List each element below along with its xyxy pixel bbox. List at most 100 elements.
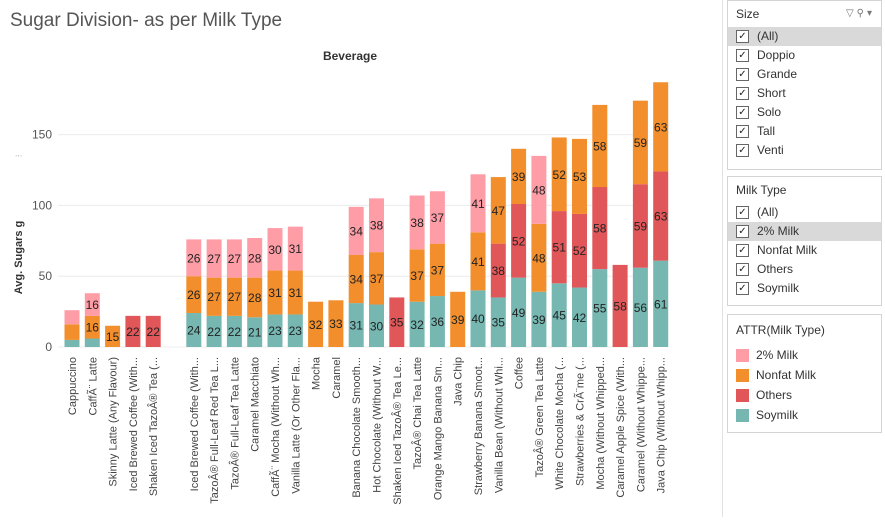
legend-item-2-percent[interactable]: 2% Milk bbox=[728, 345, 881, 365]
check-icon[interactable]: ✓ bbox=[736, 225, 749, 238]
check-icon[interactable]: ✓ bbox=[736, 30, 749, 43]
size-option-label: Short bbox=[757, 86, 786, 100]
bar-segment bbox=[84, 338, 100, 347]
data-label: 30 bbox=[268, 243, 282, 257]
legend-item-nonfat[interactable]: Nonfat Milk bbox=[728, 365, 881, 385]
size-filter-card: Size ▽⚲▾ ✓ (All) ✓ Doppio ✓ Grande ✓ Short ✓… bbox=[727, 0, 882, 170]
check-icon[interactable]: ✓ bbox=[736, 106, 749, 119]
data-label: 49 bbox=[512, 306, 526, 320]
y-axis-label: Avg. Sugars g bbox=[13, 221, 25, 295]
bar-segment bbox=[247, 317, 263, 347]
bar-segment bbox=[450, 291, 466, 347]
size-option-label: Doppio bbox=[757, 48, 796, 62]
bar-segment bbox=[125, 315, 141, 347]
bar-segment bbox=[551, 283, 567, 347]
legend-item-others[interactable]: Others bbox=[728, 385, 881, 405]
size-option-short[interactable]: ✓ Short bbox=[728, 84, 881, 103]
bar-segment bbox=[490, 177, 506, 244]
milk-option-2-percent[interactable]: ✓ 2% Milk bbox=[728, 222, 881, 241]
bar-segment bbox=[389, 297, 405, 347]
data-label: 30 bbox=[370, 319, 384, 333]
bar-segment bbox=[186, 239, 202, 277]
search-icon[interactable]: ⚲ bbox=[856, 8, 867, 19]
data-label: 34 bbox=[350, 224, 364, 238]
data-label: 24 bbox=[187, 324, 201, 338]
data-label: 39 bbox=[532, 313, 546, 327]
bar-segment bbox=[409, 195, 425, 250]
check-icon[interactable]: ✓ bbox=[736, 206, 749, 219]
bar-segment bbox=[551, 211, 567, 284]
data-label: 47 bbox=[492, 204, 506, 218]
x-tick-label: Coffee bbox=[514, 357, 526, 389]
bar-segment bbox=[186, 313, 202, 347]
x-tick-label: Java Chip bbox=[453, 357, 465, 406]
bar-segment bbox=[632, 100, 648, 185]
bar-segment bbox=[186, 276, 202, 314]
data-label: 38 bbox=[492, 264, 506, 278]
x-tick-label: Banana Chocolate Smooth... bbox=[351, 357, 363, 498]
data-label: 31 bbox=[289, 242, 303, 256]
size-option-tall[interactable]: ✓ Tall bbox=[728, 122, 881, 141]
bar-segment bbox=[206, 315, 222, 347]
milk-option-others[interactable]: ✓ Others bbox=[728, 260, 881, 279]
legend-label: Others bbox=[756, 388, 793, 402]
x-tick-label: Caramel Macchiato bbox=[250, 357, 262, 452]
dropdown-menu-icon[interactable]: ▾ bbox=[866, 8, 875, 19]
data-label: 37 bbox=[431, 263, 445, 277]
data-label: 38 bbox=[410, 216, 424, 230]
bar-segment bbox=[105, 325, 121, 347]
milk-option-nonfat[interactable]: ✓ Nonfat Milk bbox=[728, 241, 881, 260]
filter-icon[interactable]: ▽ bbox=[845, 8, 857, 19]
x-tick-label: Mocha (Without Whipped... bbox=[595, 357, 607, 490]
check-icon[interactable]: ✓ bbox=[736, 87, 749, 100]
check-icon[interactable]: ✓ bbox=[736, 125, 749, 138]
bar-segment bbox=[653, 171, 669, 261]
x-tick-label: Orange Mango Banana Sm... bbox=[432, 357, 444, 500]
x-tick-label: CaffÃ¨ Mocha (Without Wh... bbox=[269, 357, 282, 497]
data-label: 37 bbox=[431, 211, 445, 225]
check-icon[interactable]: ✓ bbox=[736, 282, 749, 295]
bar-segment bbox=[287, 270, 303, 315]
bar-segment bbox=[572, 287, 587, 347]
size-option-all[interactable]: ✓ (All) bbox=[728, 27, 881, 46]
milk-option-all[interactable]: ✓ (All) bbox=[728, 203, 881, 222]
x-tick-label: Strawberries & CrÃ¨me (... bbox=[574, 357, 587, 486]
legend-item-soymilk[interactable]: Soymilk bbox=[728, 405, 881, 425]
data-label: 27 bbox=[207, 252, 221, 266]
data-label: 36 bbox=[431, 315, 445, 329]
x-tick-label: Cappuccino bbox=[67, 357, 79, 415]
data-label: 35 bbox=[492, 316, 506, 330]
data-label: 27 bbox=[207, 290, 221, 304]
milk-option-label: Nonfat Milk bbox=[757, 243, 818, 257]
check-icon[interactable]: ✓ bbox=[736, 68, 749, 81]
milk-option-soymilk[interactable]: ✓ Soymilk bbox=[728, 279, 881, 298]
bar-segment bbox=[531, 223, 547, 292]
bar-segment bbox=[267, 314, 283, 347]
milk-option-label: Soymilk bbox=[757, 281, 800, 295]
bar-segment bbox=[206, 239, 222, 278]
x-tick-label: Vanilla Bean (Without Whi... bbox=[493, 357, 505, 493]
data-label: 23 bbox=[289, 324, 303, 338]
color-legend-card: ATTR(Milk Type) 2% Milk Nonfat Milk Othe… bbox=[727, 314, 882, 433]
bar-segment bbox=[572, 138, 587, 214]
check-icon[interactable]: ✓ bbox=[736, 263, 749, 276]
bar-segment bbox=[64, 310, 80, 325]
size-option-grande[interactable]: ✓ Grande bbox=[728, 65, 881, 84]
filter-tools[interactable]: ▽⚲▾ bbox=[846, 1, 875, 27]
bar-segment bbox=[287, 314, 303, 347]
check-icon[interactable]: ✓ bbox=[736, 144, 749, 157]
data-label: 59 bbox=[634, 136, 648, 150]
check-icon[interactable]: ✓ bbox=[736, 244, 749, 257]
sort-icon: ⫶ bbox=[14, 155, 24, 157]
legend-label: 2% Milk bbox=[756, 348, 799, 362]
check-icon[interactable]: ✓ bbox=[736, 49, 749, 62]
data-label: 41 bbox=[471, 255, 485, 269]
data-label: 51 bbox=[553, 241, 567, 255]
bar-segment bbox=[226, 315, 242, 347]
data-label: 48 bbox=[532, 183, 546, 197]
size-option-venti[interactable]: ✓ Venti bbox=[728, 141, 881, 160]
data-label: 26 bbox=[187, 288, 201, 302]
size-option-solo[interactable]: ✓ Solo bbox=[728, 103, 881, 122]
x-tick-label: Hot Chocolate (Without W... bbox=[372, 357, 384, 493]
size-option-doppio[interactable]: ✓ Doppio bbox=[728, 46, 881, 65]
